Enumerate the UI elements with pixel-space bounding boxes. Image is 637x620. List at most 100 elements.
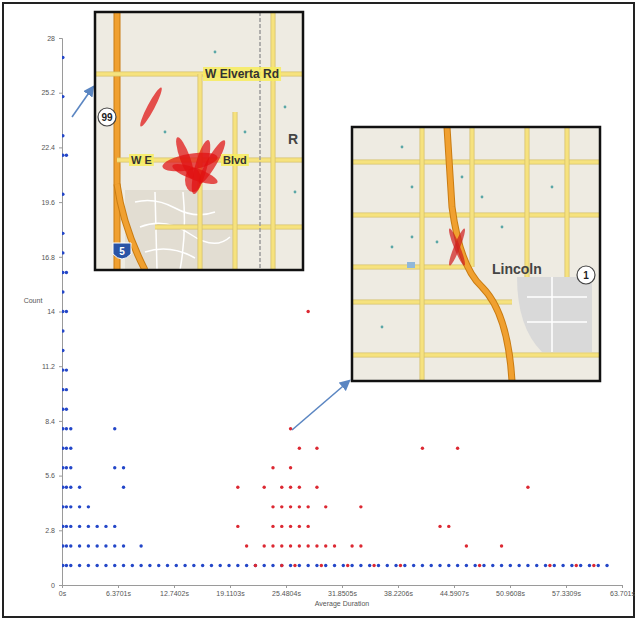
data-point [280,505,283,508]
data-point [447,525,450,528]
data-point [333,564,336,567]
data-point [78,505,81,508]
data-point [131,564,134,567]
data-point [306,544,309,547]
data-point [78,525,81,528]
tick-label: 16.8 [41,254,55,261]
tick-label: 0 [51,582,55,589]
tick-mark [566,585,567,588]
tick-label: 22.4 [41,144,55,151]
data-point [113,564,116,567]
tick-mark [59,257,62,258]
data-point [500,544,503,547]
data-point [113,525,116,528]
data-point [175,564,178,567]
data-point [280,564,283,567]
data-point [62,290,65,293]
data-point [78,486,81,489]
inset-frame [352,127,600,381]
data-point [298,564,301,567]
data-point [87,564,90,567]
map-road [565,127,568,277]
data-point [65,486,68,489]
data-point [403,564,406,567]
data-point [78,564,81,567]
data-point [517,564,520,567]
data-point [62,505,65,508]
data-point [280,486,283,489]
x-axis-title: Average Duration [315,600,369,608]
data-point [509,564,512,567]
data-point [324,544,327,547]
data-point [271,525,274,528]
data-point [271,544,274,547]
data-point [62,232,65,235]
data-point [65,368,68,371]
tick-mark [59,312,62,313]
data-point [306,564,309,567]
tick-mark [59,530,62,531]
data-point [579,564,582,567]
data-point [262,564,265,567]
data-point [62,388,65,391]
map-road-edge [352,160,600,165]
data-point [271,505,274,508]
data-point [350,564,353,567]
map-background [352,127,600,381]
data-point [289,505,292,508]
map-street [527,296,587,298]
map-water [407,262,415,268]
data-point [298,505,301,508]
map-inset: Lincoln1 [352,127,600,381]
map-area [517,277,592,352]
tick: 38.2206s [384,585,413,597]
map-street [527,321,587,323]
tick-mark [59,421,62,422]
data-point [478,564,481,567]
data-point [62,564,65,567]
data-point [113,427,116,430]
tick-label: 2.8 [45,527,55,534]
data-point [65,544,68,547]
route-shield [577,266,595,284]
data-point [219,564,222,567]
data-point [535,564,538,567]
axis-line [63,586,623,589]
map-road [352,300,512,303]
map-road-edge [352,300,512,305]
map-road-edge [525,127,530,277]
data-point [201,564,204,567]
tick-mark [118,585,119,588]
tick: 19.6 [41,199,62,206]
tick-label: 6.3701s [106,590,131,597]
data-point [298,544,301,547]
data-point [548,564,551,567]
map-dot [294,191,297,194]
data-point [544,564,547,567]
data-point [62,310,65,313]
map-street [135,200,215,214]
data-point [69,427,72,430]
data-point [394,564,397,567]
map-street [145,249,195,258]
tick-label: 19.6 [41,199,55,206]
tick: 28 [47,35,62,42]
map-road [233,112,236,270]
map-road-edge [420,127,425,381]
tick: 2.8 [45,527,62,534]
data-point [65,505,68,508]
data-point [69,466,72,469]
tick-label: 57.3309s [552,590,581,597]
tick-mark [454,585,455,588]
tick-mark [342,585,343,588]
tick-label: 25.4804s [272,590,301,597]
data-point [350,544,353,547]
axis-line [59,39,63,586]
tick-label: 11.2 [42,363,55,370]
data-point [65,310,68,313]
map-road [525,127,528,277]
data-point [65,407,68,410]
data-point [62,134,65,137]
map-dot [284,106,287,109]
data-point [412,564,415,567]
